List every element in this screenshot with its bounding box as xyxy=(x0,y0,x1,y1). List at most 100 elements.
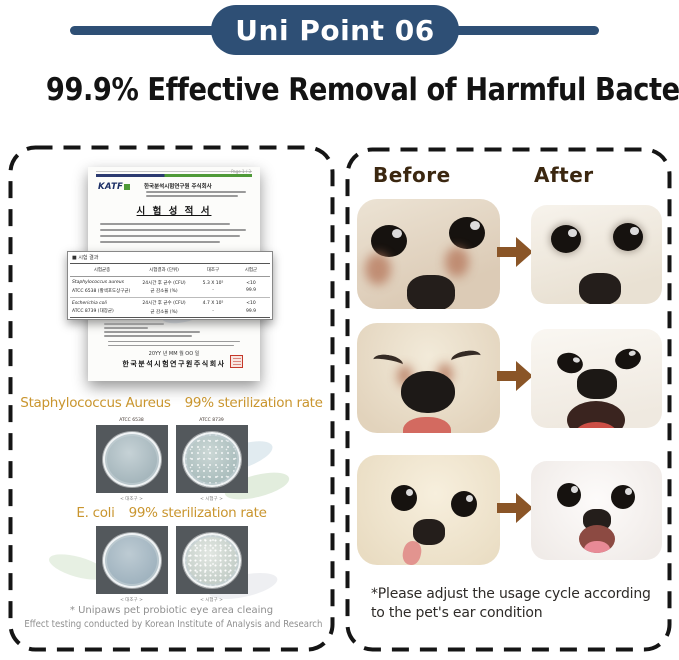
dog-eye xyxy=(371,225,407,257)
cert-text-line xyxy=(100,241,220,243)
col-header: 시험균종 xyxy=(70,264,134,277)
arrow-right-icon xyxy=(497,493,533,523)
ecoli-caption: E. coli 99% sterilization rate xyxy=(8,505,335,521)
dashed-border xyxy=(8,145,335,652)
unipoint-badge: Uni Point 06 xyxy=(211,5,459,55)
ecoli-rate: 99% sterilization rate xyxy=(128,505,267,521)
ecoli-organism: E. coli xyxy=(76,505,115,521)
cert-text-line xyxy=(100,235,240,237)
test-results-table: ■ 시험 결과 시험균종 시험결과 (단위) 대조구 시험군 Staphyloc… xyxy=(67,251,273,320)
table-cell: 5.3 X 10⁵ - xyxy=(202,280,224,294)
cert-text-line xyxy=(104,331,200,333)
petri-dish-row-ecoli: < 대조구 > < 시험구 > xyxy=(8,526,335,603)
table-cell: <10 99.9 xyxy=(245,280,257,294)
test-report-document: Page 1 / 3 KATF 한국분석시험연구원 주식회사 시 험 성 적 서… xyxy=(67,167,273,381)
cert-title: 시 험 성 적 서 xyxy=(136,206,212,217)
table-row: Staphylococcus aureus ATCC 6538 (황색포도상구균… xyxy=(72,280,131,294)
certification-panel: Page 1 / 3 KATF 한국분석시험연구원 주식회사 시 험 성 적 서… xyxy=(8,145,335,652)
dashed-border xyxy=(345,147,672,652)
dog-nose xyxy=(579,273,621,304)
col-header: 대조구 xyxy=(194,264,232,277)
katf-logo-green-square xyxy=(124,183,131,190)
before-dog-photo-1 xyxy=(357,199,500,309)
dog-tongue xyxy=(403,417,451,433)
cert-text-line xyxy=(146,191,246,193)
dish-photo xyxy=(95,425,168,493)
dog-eye xyxy=(611,485,635,509)
after-dog-photo-2 xyxy=(531,329,662,428)
dog-nose xyxy=(401,371,455,413)
col-header: 시험결과 (단위) xyxy=(134,264,194,277)
cert-text-line xyxy=(100,223,230,225)
dish-photo xyxy=(175,526,248,594)
dog-eye xyxy=(391,485,417,511)
dog-eye xyxy=(551,225,581,253)
arrow-right-icon xyxy=(497,237,533,267)
before-dog-photo-3 xyxy=(357,455,500,565)
test-footnote: * Unipaws pet probiotic eye area cleaing… xyxy=(24,605,323,630)
dog-mouth xyxy=(567,401,625,428)
dog-eye xyxy=(450,348,482,368)
cert-date: 20YY 년 MM 월 OO 일 xyxy=(148,351,200,357)
staph-rate: 99% sterilization rate xyxy=(184,395,323,411)
unipoint-badge-label: Uni Point 06 xyxy=(235,13,435,47)
dog-nose xyxy=(577,369,617,399)
dish-caption: < 대조구 > xyxy=(120,598,143,603)
before-after-panel: Before After xyxy=(345,147,672,652)
dog-eye xyxy=(449,217,485,249)
tear-stain xyxy=(445,247,469,277)
dish-photo xyxy=(175,425,248,493)
dog-eye xyxy=(554,350,586,376)
table-cell: 24시간 후 균수 (CFU) 균 감소율 (%) xyxy=(134,296,194,318)
table-cell: 24시간 후 균수 (CFU) 균 감소율 (%) xyxy=(142,280,186,295)
results-section-label: ■ 시험 결과 xyxy=(72,255,99,261)
table-row: Escherichia coli ATCC 8739 (대장균) xyxy=(70,296,134,318)
table-cell: 4.7 X 10⁵ - xyxy=(194,296,232,318)
dog-mouth xyxy=(579,525,615,553)
after-dog-photo-3 xyxy=(531,461,662,560)
dish-test: < 시험구 > xyxy=(175,526,248,603)
page-title: 99.9% Effective Removal of Harmful Bacte… xyxy=(45,72,679,108)
usage-note: *Please adjust the usage cycle according… xyxy=(371,586,651,621)
before-dog-photo-2 xyxy=(357,323,500,433)
cert-color-stripe xyxy=(96,174,252,177)
dog-eye xyxy=(557,483,581,507)
red-seal-stamp xyxy=(230,355,243,368)
cert-text-line xyxy=(104,323,164,325)
before-after-row xyxy=(345,199,672,313)
dish-caption: < 시험구 > xyxy=(200,497,223,502)
dish-control: ATCC 6538 < 대조구 > xyxy=(95,417,168,502)
dog-eye xyxy=(612,346,644,372)
cert-text-line xyxy=(146,195,238,197)
petri-dish xyxy=(182,431,241,487)
dog-eye xyxy=(451,491,477,517)
cert-company-name: 한국분석시험연구원주식회사 xyxy=(122,360,226,368)
dish-test: ATCC 8739 < 시험구 > xyxy=(175,417,248,502)
petri-dish xyxy=(182,532,241,588)
petri-dish xyxy=(102,532,161,588)
results-grid: 시험균종 시험결과 (단위) 대조구 시험군 Staphylococcus au… xyxy=(70,263,270,318)
arrow-right-icon xyxy=(497,361,533,391)
cert-page-number: Page 1 / 3 xyxy=(231,169,251,174)
cert-text-line xyxy=(100,229,246,231)
dish-caption: < 대조구 > xyxy=(120,497,143,502)
table-cell: <10 99.9 xyxy=(232,296,270,318)
cert-org-name: 한국분석시험연구원 주식회사 xyxy=(144,184,212,190)
petri-dish-row-staph: ATCC 6538 < 대조구 > ATCC 8739 < 시험구 > xyxy=(8,417,335,502)
dog-nose xyxy=(407,275,455,309)
staph-organism: Staphylococcus Aureus xyxy=(20,395,171,411)
katf-logo: KATF xyxy=(98,182,131,192)
col-header: 시험군 xyxy=(232,264,270,277)
dog-eye xyxy=(613,223,643,251)
staph-caption: Staphylococcus Aureus 99% sterilization … xyxy=(8,395,335,411)
cert-top-rule xyxy=(96,171,252,172)
cert-text-line xyxy=(108,341,240,343)
after-dog-photo-1 xyxy=(531,205,662,304)
dish-control: < 대조구 > xyxy=(95,526,168,603)
dish-photo xyxy=(95,526,168,594)
petri-dish xyxy=(102,431,161,487)
after-heading: After xyxy=(534,163,594,187)
cert-text-line xyxy=(108,344,234,346)
dish-label: ATCC 6538 xyxy=(119,418,144,423)
